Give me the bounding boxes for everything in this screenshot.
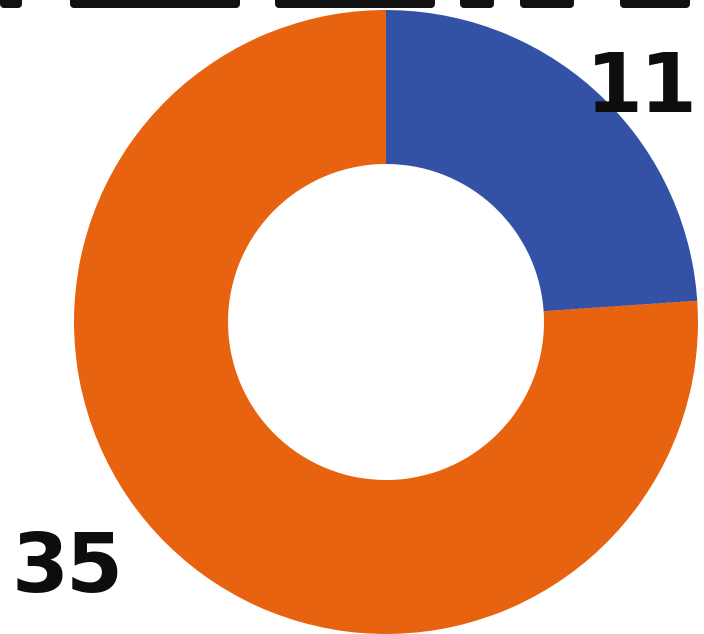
data-label-11: 11 [586,37,694,132]
data-label-35: 35 [12,517,120,612]
cropped-title-strip [0,0,704,10]
donut-slice-35 [74,10,698,634]
donut-slice-11 [386,10,698,312]
donut-slices [74,10,698,634]
